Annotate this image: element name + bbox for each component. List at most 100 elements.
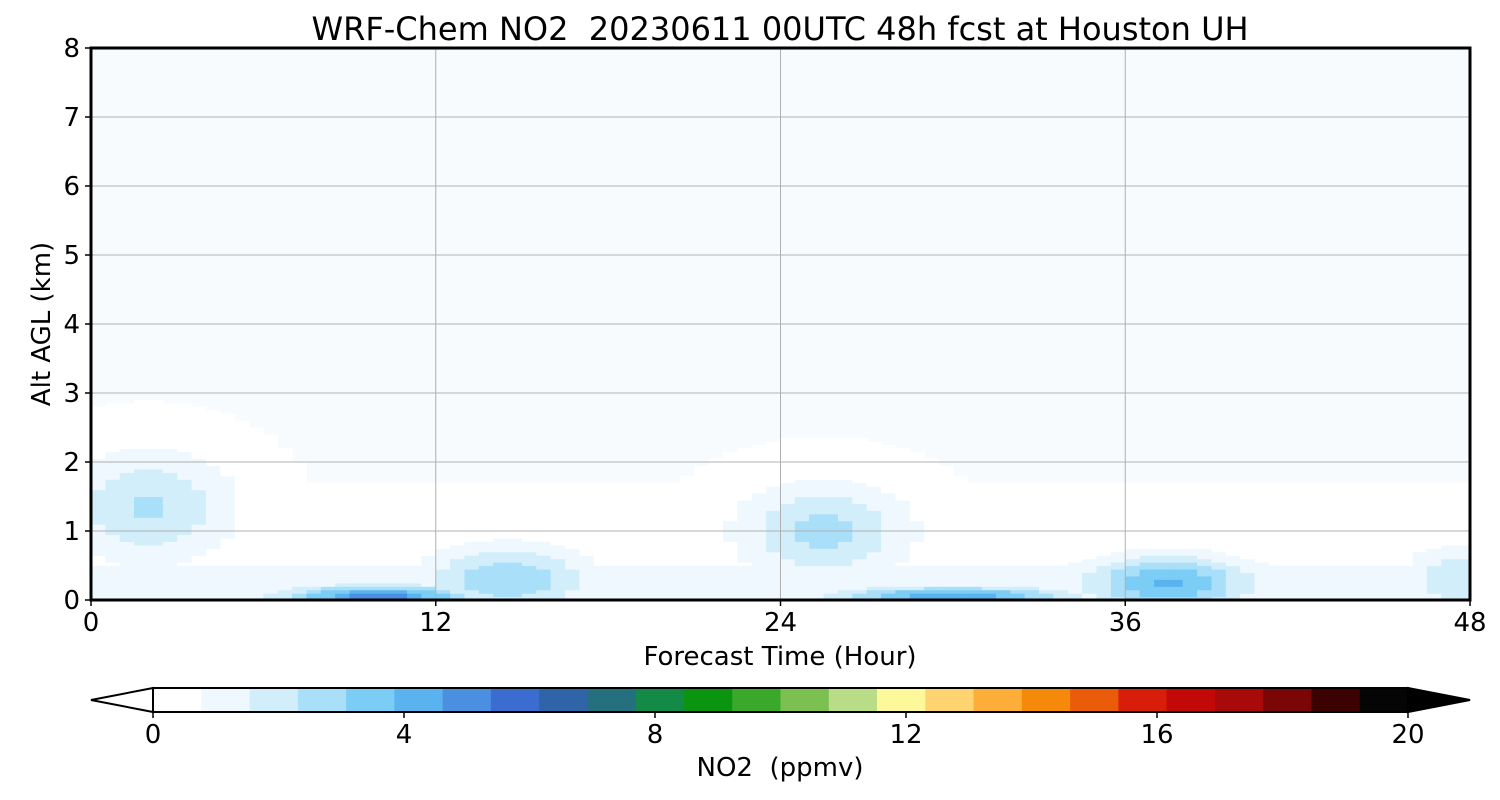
field-cell (895, 524, 911, 529)
field-cell (1053, 496, 1069, 501)
field-cell (478, 586, 494, 591)
field-cell (1082, 506, 1098, 511)
field-cell (263, 568, 279, 573)
field-cell (521, 593, 537, 598)
field-cell (1383, 575, 1399, 580)
field-cell (723, 596, 738, 600)
field-cell (1355, 531, 1371, 536)
field-cell (205, 513, 221, 518)
field-cell (177, 593, 193, 598)
field-cell (306, 489, 322, 494)
field-cell (952, 541, 968, 546)
field-cell (924, 465, 940, 470)
field-cell (220, 455, 236, 460)
field-cell (148, 551, 164, 556)
field-cell (622, 499, 638, 504)
field-cell (837, 541, 853, 546)
field-cell (636, 593, 652, 598)
field-cell (1240, 534, 1256, 539)
field-cell (249, 572, 264, 577)
field-cell (1383, 524, 1399, 529)
field-cell (91, 579, 106, 584)
field-cell (521, 489, 537, 494)
field-cell (1326, 582, 1342, 587)
field-cell (1297, 572, 1313, 577)
field-cell (392, 499, 408, 504)
field-cell (277, 506, 293, 511)
field-cell (1082, 579, 1098, 584)
field-cell (1053, 565, 1069, 570)
field-cell (679, 520, 695, 525)
field-cell (191, 434, 207, 439)
field-cell (809, 472, 825, 477)
field-cell (852, 465, 868, 470)
field-cell (105, 413, 121, 418)
field-cell (1254, 593, 1270, 598)
field-cell (809, 513, 825, 518)
field-cell (1039, 531, 1055, 536)
field-cell (1383, 486, 1399, 491)
field-cell (636, 482, 652, 487)
field-cell (478, 531, 494, 536)
field-cell (823, 593, 839, 598)
field-cell (392, 496, 408, 501)
field-cell (536, 562, 552, 567)
field-cell (1225, 482, 1241, 487)
field-cell (1283, 513, 1299, 518)
field-cell (981, 503, 997, 508)
field-cell (1311, 555, 1327, 560)
field-cell (1326, 544, 1342, 549)
field-cell (1067, 493, 1083, 498)
field-cell (1125, 593, 1141, 598)
field-cell (1067, 489, 1083, 494)
field-cell (464, 541, 480, 546)
field-cell (521, 551, 537, 556)
field-cell (1297, 503, 1313, 508)
field-cell (823, 468, 839, 473)
field-cell (809, 503, 825, 508)
field-cell (1326, 524, 1342, 529)
field-cell (1412, 524, 1428, 529)
field-cell (134, 420, 150, 425)
field-cell (421, 513, 437, 518)
field-cell (1355, 596, 1371, 600)
field-cell (1340, 596, 1356, 600)
field-cell (162, 499, 178, 504)
field-cell (1082, 555, 1098, 560)
field-cell (105, 520, 121, 525)
field-cell (191, 568, 207, 573)
field-cell (464, 486, 480, 491)
field-cell (1010, 531, 1026, 536)
field-cell (708, 462, 724, 467)
field-cell (852, 493, 868, 498)
field-cell (679, 548, 695, 553)
field-cell (766, 562, 782, 567)
field-cell (1024, 558, 1040, 563)
field-cell (234, 558, 250, 563)
field-cell (536, 482, 552, 487)
field-cell (1254, 493, 1270, 498)
field-cell (91, 486, 106, 491)
field-cell (306, 548, 322, 553)
field-cell (435, 493, 451, 498)
field-cell (679, 482, 695, 487)
field-cell (895, 458, 911, 463)
field-cell (450, 568, 466, 573)
field-cell (249, 489, 264, 494)
field-cell (363, 596, 379, 600)
field-cell (981, 489, 997, 494)
field-cell (378, 486, 394, 491)
field-cell (1168, 513, 1184, 518)
field-cell (1383, 534, 1399, 539)
field-cell (1254, 527, 1270, 532)
field-cell (1240, 527, 1256, 532)
field-cell (981, 482, 997, 487)
field-cell (177, 596, 193, 600)
field-cell (981, 544, 997, 549)
field-cell (780, 596, 796, 600)
field-cell (1240, 596, 1256, 600)
field-cell (651, 568, 667, 573)
field-cell (1297, 524, 1313, 529)
field-cell (335, 506, 351, 511)
field-cell (737, 531, 753, 536)
